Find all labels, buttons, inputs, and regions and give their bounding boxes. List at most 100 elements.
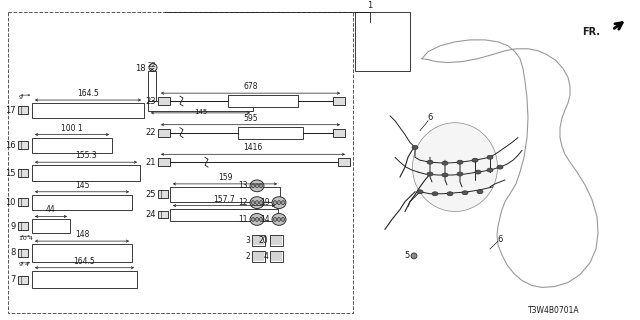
Bar [333,97,345,105]
Ellipse shape [447,192,453,196]
Text: 9: 9 [19,95,23,100]
Text: 148: 148 [75,230,89,239]
Bar [270,251,283,262]
Bar [18,141,28,149]
Ellipse shape [457,160,463,164]
Text: 19: 19 [260,198,270,207]
Bar [170,209,278,221]
Ellipse shape [272,213,286,225]
Text: 5: 5 [404,252,410,260]
Ellipse shape [278,201,280,204]
Text: 8: 8 [11,248,16,257]
Bar [18,198,28,205]
Ellipse shape [487,168,493,172]
Bar [32,195,132,210]
Ellipse shape [432,192,438,196]
Ellipse shape [497,165,503,169]
Ellipse shape [442,161,448,165]
Text: 6: 6 [427,113,433,122]
Text: 164.5: 164.5 [77,89,99,98]
Bar [18,276,28,284]
Ellipse shape [252,184,255,188]
Text: 15: 15 [6,169,16,178]
Text: 20: 20 [259,236,268,245]
Text: 1: 1 [367,1,372,10]
Bar [32,271,137,288]
Text: 9: 9 [11,222,16,231]
Ellipse shape [273,201,276,204]
Ellipse shape [250,180,264,192]
Bar [18,106,28,114]
Text: 678: 678 [243,82,258,91]
Bar [170,187,280,202]
Ellipse shape [475,170,481,174]
Text: 100 1: 100 1 [61,124,83,132]
Bar [32,165,140,181]
Ellipse shape [472,158,478,162]
Bar [355,12,410,71]
Text: 10: 10 [6,198,16,207]
Text: 145: 145 [75,181,89,190]
Text: 4: 4 [263,252,268,261]
Bar [18,169,28,177]
Ellipse shape [252,217,255,221]
Text: 9 4: 9 4 [19,262,29,267]
Text: 12: 12 [239,198,248,207]
Ellipse shape [252,201,255,204]
Ellipse shape [250,197,264,209]
Ellipse shape [259,201,262,204]
Ellipse shape [282,201,285,204]
Circle shape [411,253,417,259]
Bar [271,252,282,261]
Ellipse shape [259,217,262,221]
Text: 18: 18 [136,64,146,73]
Text: 13: 13 [238,181,248,190]
Ellipse shape [442,173,448,177]
Bar [32,220,70,233]
Ellipse shape [273,217,276,221]
Bar [271,236,282,245]
Ellipse shape [427,172,433,176]
Text: 16: 16 [5,141,16,150]
Bar [238,127,303,139]
Text: 24: 24 [145,211,156,220]
Ellipse shape [278,217,280,221]
Ellipse shape [487,155,493,159]
Bar [228,95,298,107]
Bar [253,252,264,261]
Ellipse shape [477,190,483,194]
Bar [338,158,350,166]
Ellipse shape [272,197,286,209]
Ellipse shape [457,172,463,176]
Bar [148,71,156,101]
Text: 44: 44 [46,205,56,214]
Text: 22: 22 [145,128,156,137]
Text: 157.7: 157.7 [213,195,235,204]
Bar [270,235,283,246]
Bar [158,97,170,105]
Text: FR.: FR. [582,27,600,37]
Text: 595: 595 [243,114,258,123]
Ellipse shape [255,217,259,221]
Ellipse shape [282,217,285,221]
Bar [252,235,265,246]
Bar [32,103,144,118]
Ellipse shape [427,160,433,164]
Bar [8,12,353,313]
Text: 17: 17 [5,106,16,115]
Text: T3W4B0701A: T3W4B0701A [529,306,580,315]
Text: 2: 2 [245,252,250,261]
Bar [32,138,112,153]
Text: 21: 21 [145,158,156,167]
Text: 159: 159 [218,173,232,182]
Text: 11: 11 [239,215,248,224]
Ellipse shape [255,184,259,188]
Bar [158,211,168,219]
Text: 3: 3 [245,236,250,245]
Text: 10 4: 10 4 [19,236,33,241]
Text: 23: 23 [145,97,156,106]
Ellipse shape [462,191,468,195]
Ellipse shape [250,213,264,225]
Bar [158,190,168,198]
Text: 14: 14 [260,215,270,224]
